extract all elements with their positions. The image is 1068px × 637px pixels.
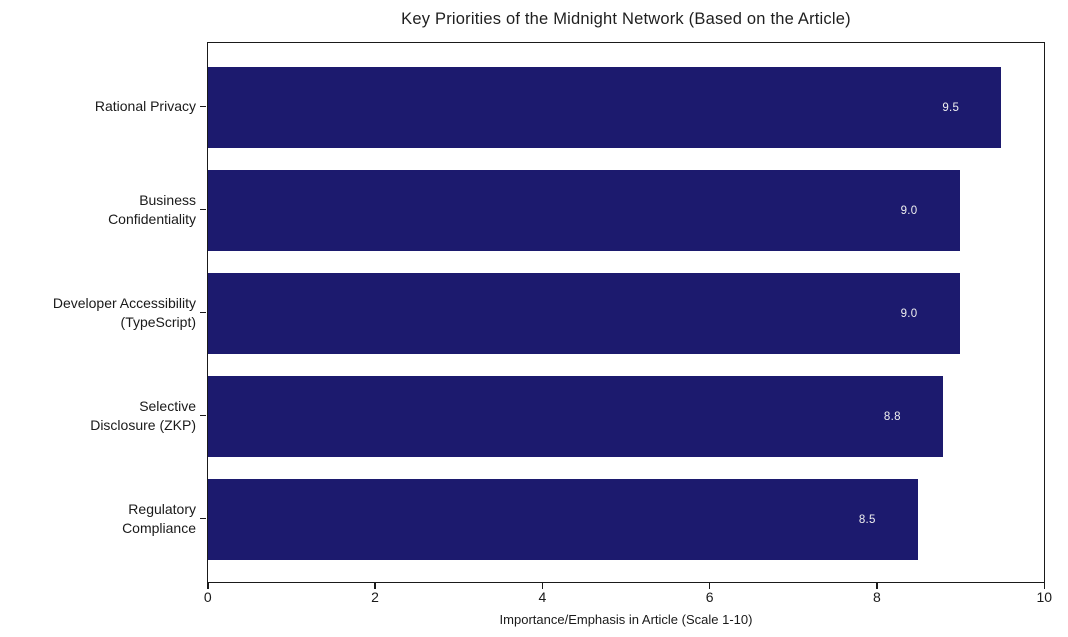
y-tick-mark (200, 208, 206, 211)
bar-4: 8.5 (208, 479, 918, 560)
bar-3: 8.8 (208, 376, 943, 457)
bar-value-label: 8.5 (858, 513, 876, 526)
x-tick-label: 8 (873, 589, 881, 605)
y-tick-mark (200, 517, 206, 520)
x-tick-label: 4 (538, 589, 547, 605)
y-tick-mark (200, 414, 206, 417)
x-tick-label: 6 (705, 589, 714, 605)
y-tick-label: Rational Privacy (94, 98, 196, 115)
y-tick-label: Business Confidentiality (108, 191, 196, 227)
bar-value-label: 8.8 (883, 410, 901, 423)
chart-title: Key Priorities of the Midnight Network (… (401, 10, 851, 28)
y-tick-label: Selective Disclosure (ZKP) (90, 397, 196, 433)
x-tick-mark (1043, 583, 1045, 589)
bar-2: 9.0 (208, 273, 960, 354)
x-tick-mark (876, 583, 878, 589)
bar-value-label: 9.0 (900, 204, 918, 217)
bar-value-label: 9.0 (900, 307, 918, 320)
x-tick-label: 10 (1036, 589, 1053, 605)
bar-0: 9.5 (208, 67, 1002, 148)
x-tick-label: 0 (203, 589, 212, 605)
x-tick-mark (374, 583, 376, 589)
y-tick-label: Developer Accessibility (TypeScript) (52, 294, 196, 330)
x-tick-mark (207, 583, 209, 589)
y-tick-mark (200, 311, 206, 314)
y-tick-mark (200, 105, 206, 108)
bar-1: 9.0 (208, 170, 960, 251)
y-tick-label: Regulatory Compliance (122, 500, 196, 536)
x-tick-mark (541, 583, 544, 589)
bar-value-label: 9.5 (942, 101, 960, 114)
x-axis-title: Importance/Emphasis in Article (Scale 1-… (499, 612, 753, 627)
x-tick-label: 2 (371, 589, 379, 605)
x-tick-mark (708, 583, 711, 589)
plot-area: 9.5 9.0 9.0 8.8 8.5 (207, 42, 1045, 583)
